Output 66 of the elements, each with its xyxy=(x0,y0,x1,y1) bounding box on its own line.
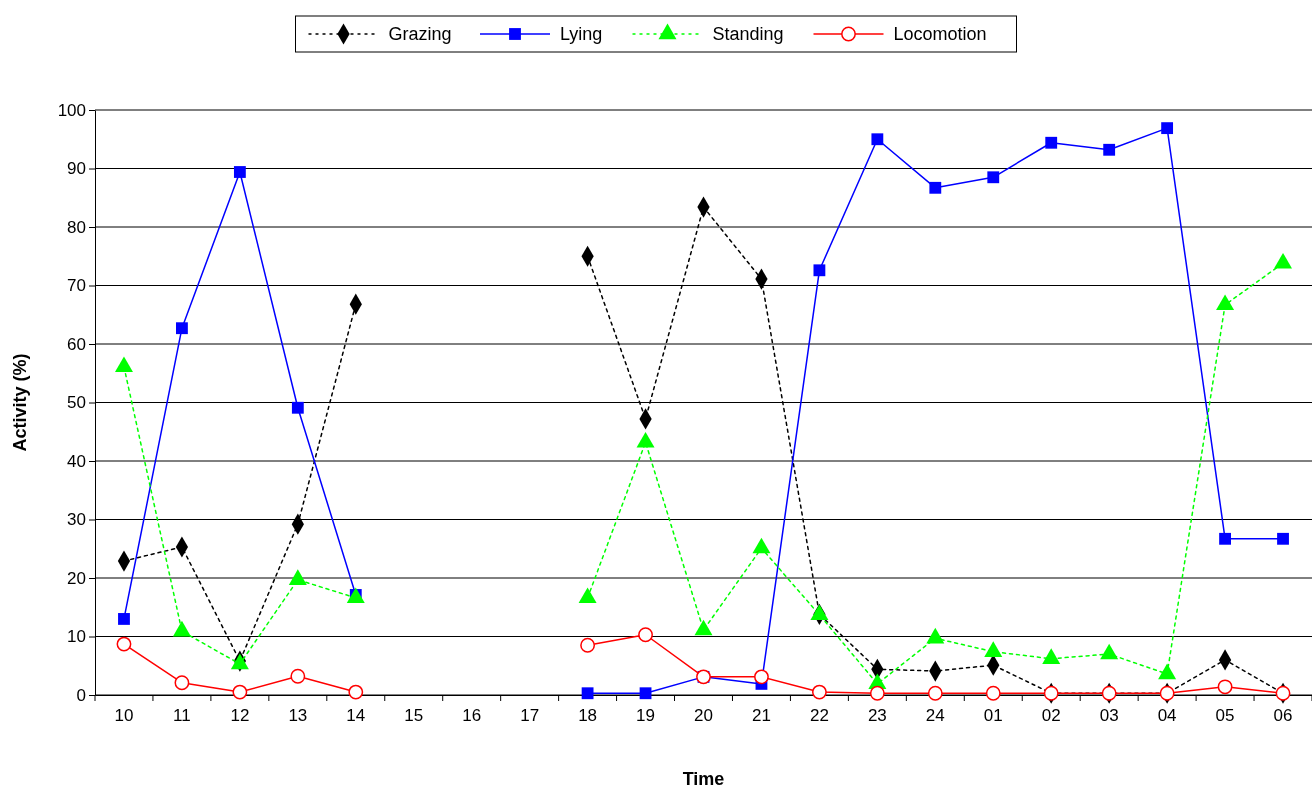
point xyxy=(929,181,942,194)
point xyxy=(174,675,190,691)
y-tick-label: 0 xyxy=(76,685,86,705)
point xyxy=(581,687,594,700)
x-tick-label: 11 xyxy=(173,706,191,726)
x-tick-label: 14 xyxy=(346,706,366,726)
point xyxy=(811,684,827,700)
y-tick-label: 100 xyxy=(57,100,86,120)
point xyxy=(348,684,364,700)
x-tick-label: 10 xyxy=(114,706,134,726)
x-tick-label: 15 xyxy=(404,706,424,726)
point xyxy=(639,687,652,700)
legend-label: Locomotion xyxy=(893,24,987,44)
x-tick-label: 20 xyxy=(694,706,713,726)
legend-label: Lying xyxy=(560,24,603,44)
point xyxy=(987,171,1000,184)
point xyxy=(1103,143,1116,156)
point xyxy=(985,685,1001,701)
point xyxy=(638,627,653,643)
point xyxy=(176,322,188,335)
y-axis-title: Activity (%) xyxy=(10,353,30,452)
point xyxy=(291,401,304,414)
point xyxy=(754,669,769,685)
point xyxy=(869,685,885,701)
point xyxy=(1161,122,1174,135)
point xyxy=(580,637,596,653)
x-tick-label: 17 xyxy=(520,706,540,726)
point xyxy=(290,668,306,684)
point xyxy=(1277,532,1289,545)
x-tick-label: 05 xyxy=(1215,706,1235,726)
point xyxy=(1217,679,1233,695)
legend-label: Grazing xyxy=(388,24,452,44)
x-tick-label: 12 xyxy=(230,706,250,726)
point xyxy=(813,264,826,277)
y-tick-label: 60 xyxy=(67,334,86,354)
y-tick-label: 10 xyxy=(67,627,86,647)
x-tick-label: 21 xyxy=(751,706,771,726)
y-tick-label: 80 xyxy=(67,217,86,237)
legend-label: Standing xyxy=(712,24,784,44)
y-tick-label: 70 xyxy=(67,276,86,296)
y-tick-label: 20 xyxy=(67,568,86,588)
point xyxy=(927,685,943,701)
point xyxy=(232,684,248,700)
x-tick-label: 06 xyxy=(1273,706,1293,726)
point xyxy=(1045,136,1058,149)
x-tick-label: 04 xyxy=(1157,706,1177,726)
x-tick-label: 02 xyxy=(1041,706,1061,726)
x-tick-label: 24 xyxy=(925,706,945,726)
x-tick-label: 23 xyxy=(867,706,887,726)
point xyxy=(1219,532,1231,545)
point xyxy=(233,166,246,178)
x-tick-label: 22 xyxy=(809,706,829,726)
point xyxy=(118,613,130,625)
point xyxy=(116,636,132,652)
x-tick-label: 16 xyxy=(462,706,482,726)
y-tick-label: 90 xyxy=(67,159,86,179)
x-tick-label: 19 xyxy=(636,706,656,726)
x-tick-label: 03 xyxy=(1099,706,1119,726)
y-tick-label: 50 xyxy=(67,393,86,413)
x-tick-label: 13 xyxy=(288,706,308,726)
x-tick-label: 18 xyxy=(578,706,598,726)
x-axis-title: Time xyxy=(682,769,725,789)
point xyxy=(871,133,884,146)
y-tick-label: 40 xyxy=(67,451,86,471)
y-tick-label: 30 xyxy=(67,510,86,530)
x-tick-label: 01 xyxy=(983,706,1003,726)
